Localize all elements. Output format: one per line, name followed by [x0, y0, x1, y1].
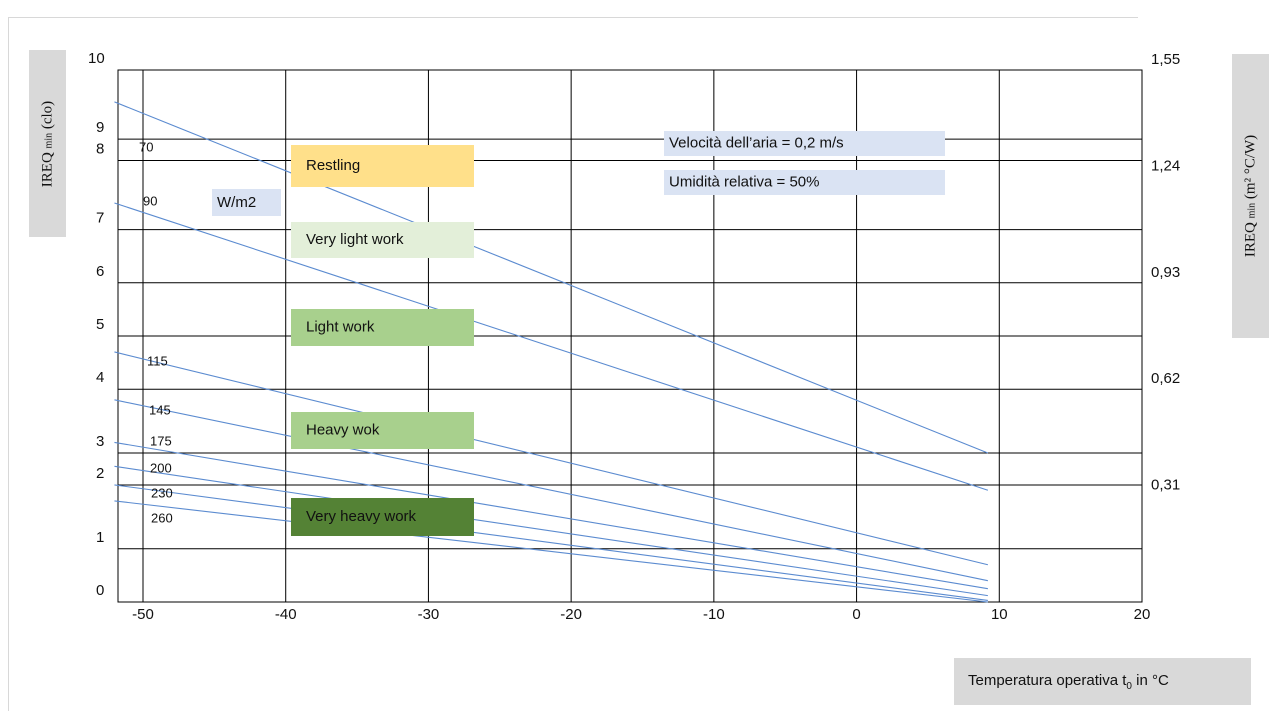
chart-text: Restling Very light work Light work Heavy w… — [88, 50, 1180, 623]
frame-left-border — [8, 17, 9, 711]
series-line-200 — [114, 465, 988, 597]
right-tick-label: 1,55 — [1151, 51, 1180, 68]
right-tick-label: 0,93 — [1151, 264, 1180, 281]
left-tick-label: 5 — [96, 316, 104, 333]
left-tick-label: 2 — [96, 465, 104, 482]
series-label-90: 90 — [143, 193, 157, 208]
x-axis-label-sub: 0 — [1126, 680, 1132, 692]
left-tick-label: 1 — [96, 529, 104, 546]
series-unit-label: W/m2 — [217, 194, 256, 211]
grid — [117, 69, 1143, 603]
x-axis-label-main: Temperatura operativa t — [968, 671, 1127, 689]
x-tick-label: 10 — [991, 606, 1008, 623]
activity-label: Restling — [306, 157, 360, 174]
left-tick-label: 3 — [96, 433, 104, 450]
frame-top-border — [8, 17, 1138, 18]
activity-box — [291, 412, 474, 449]
activity-box — [291, 309, 474, 346]
activity-label: Heavy wok — [306, 421, 380, 438]
left-tick-label: 8 — [96, 140, 104, 157]
series-line-115 — [114, 351, 988, 566]
right-tick-label: 0,31 — [1151, 477, 1180, 494]
right-axis-label-box: IREQ min (m² °C/W) — [1232, 54, 1269, 338]
activity-label: Very heavy work — [306, 508, 417, 525]
series-label-70: 70 — [139, 139, 153, 154]
left-tick-label: 4 — [96, 369, 104, 386]
series-line-70 — [114, 101, 989, 454]
series-label-230: 230 — [151, 485, 173, 500]
activity-label: Very light work — [306, 231, 404, 248]
series-lines — [114, 101, 989, 603]
series-line-145 — [114, 399, 988, 582]
x-tick-label: -50 — [132, 606, 154, 623]
series-label-145: 145 — [149, 402, 171, 417]
series-label-115: 115 — [147, 353, 168, 368]
activity-box — [291, 498, 474, 536]
series-line-175 — [114, 441, 988, 590]
left-tick-label: 0 — [96, 582, 104, 599]
x-axis-label-suffix: in °C — [1131, 671, 1169, 689]
annotation-text: Velocità dell’aria = 0,2 m/s — [669, 134, 844, 151]
annotation-text: Umidità relativa = 50% — [669, 173, 819, 190]
x-tick-label: 20 — [1134, 606, 1151, 623]
right-tick-label: 1,24 — [1151, 157, 1180, 174]
series-line-230 — [114, 484, 988, 601]
annotation-box — [664, 170, 945, 195]
x-tick-label: -30 — [418, 606, 440, 623]
x-axis-label: Temperatura operativa t0 in °C — [968, 672, 1169, 692]
series-label-200: 200 — [150, 460, 172, 475]
series-label-260: 260 — [151, 510, 173, 525]
activity-box — [291, 145, 474, 187]
activity-box — [291, 222, 474, 258]
left-axis-label-box: IREQ min (clo) — [29, 50, 66, 237]
x-axis-label-box: Temperatura operativa t0 in °C — [954, 658, 1251, 705]
label-boxes — [212, 131, 945, 536]
activity-label: Light work — [306, 318, 375, 335]
x-tick-label: -20 — [560, 606, 582, 623]
unit-label-box — [212, 189, 281, 216]
x-tick-label: -40 — [275, 606, 297, 623]
series-line-260 — [114, 500, 988, 603]
series-label-175: 175 — [150, 433, 172, 448]
series-line-90 — [114, 202, 989, 491]
annotation-box — [664, 131, 945, 156]
left-tick-label: 10 — [88, 50, 105, 67]
x-tick-label: -10 — [703, 606, 725, 623]
left-tick-label: 9 — [96, 119, 104, 136]
left-tick-label: 7 — [96, 210, 104, 227]
x-tick-label: 0 — [852, 606, 860, 623]
right-tick-label: 0,62 — [1151, 370, 1180, 387]
left-tick-label: 6 — [96, 263, 104, 280]
